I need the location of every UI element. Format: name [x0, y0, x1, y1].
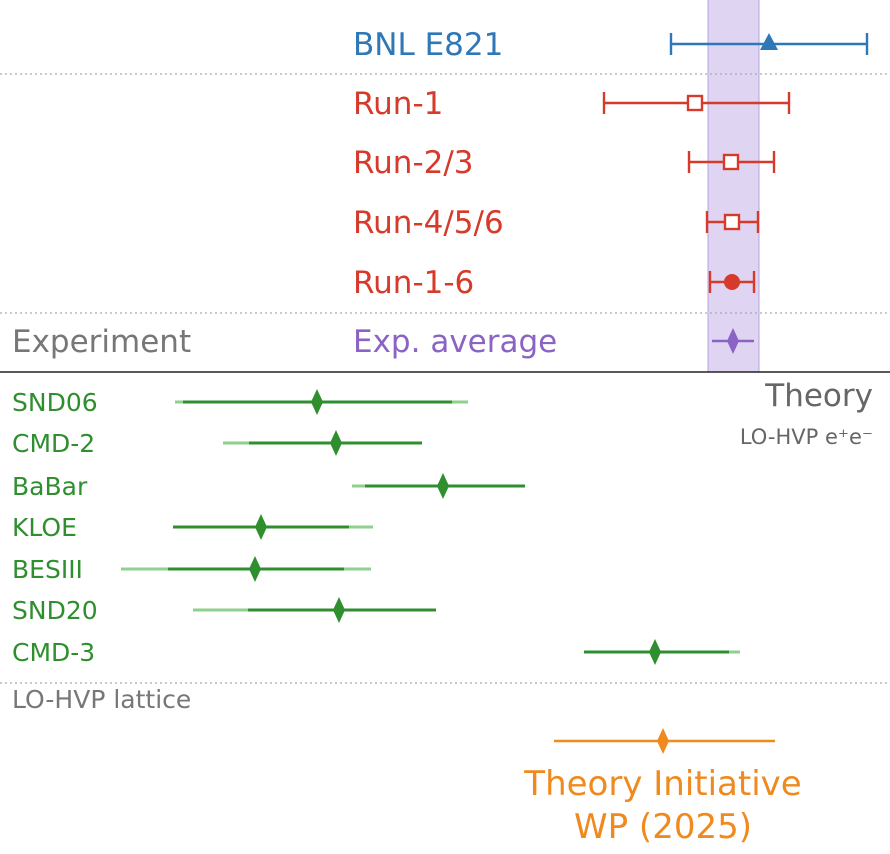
experiment-label: Run-1-6 — [353, 265, 474, 301]
lattice-label-line2: WP (2025) — [574, 807, 752, 847]
theory-ee-marker — [330, 430, 342, 456]
section-label-theory: Theory — [764, 378, 873, 414]
lattice-marker — [657, 728, 669, 754]
exp-average-band — [708, 0, 759, 372]
theory-ee-label: CMD-3 — [12, 638, 95, 667]
experiment-marker — [723, 213, 741, 231]
experiment-label: Exp. average — [353, 324, 557, 360]
experiment-marker — [724, 274, 740, 290]
theory-ee-marker — [649, 639, 661, 665]
theory-ee-label: BaBar — [12, 472, 88, 501]
theory-ee-marker — [249, 556, 261, 582]
experiment-marker — [760, 33, 778, 50]
lattice-label-line1: Theory Initiative — [523, 764, 801, 804]
section-label-experiment: Experiment — [12, 324, 191, 360]
theory-ee-marker — [437, 473, 449, 499]
experiment-label: Run-2/3 — [353, 145, 474, 181]
experiment-label: Run-4/5/6 — [353, 205, 504, 241]
experiment-label: BNL E821 — [353, 27, 503, 63]
theory-ee-label: SND06 — [12, 388, 98, 417]
section-label-lattice: LO-HVP lattice — [12, 685, 191, 714]
experiment-marker — [727, 328, 739, 354]
theory-ee-marker — [255, 514, 267, 540]
experiment-label: Run-1 — [353, 86, 443, 122]
section-sublabel-theory: LO-HVP e⁺e⁻ — [740, 425, 873, 449]
theory-ee-label: CMD-2 — [12, 429, 95, 458]
theory-ee-marker — [311, 389, 323, 415]
theory-ee-label: KLOE — [12, 513, 77, 542]
experiment-marker — [686, 94, 704, 112]
theory-ee-marker — [333, 597, 345, 623]
theory-ee-label: SND20 — [12, 596, 98, 625]
theory-ee-label: BESIII — [12, 555, 83, 584]
experiment-marker — [722, 153, 740, 171]
